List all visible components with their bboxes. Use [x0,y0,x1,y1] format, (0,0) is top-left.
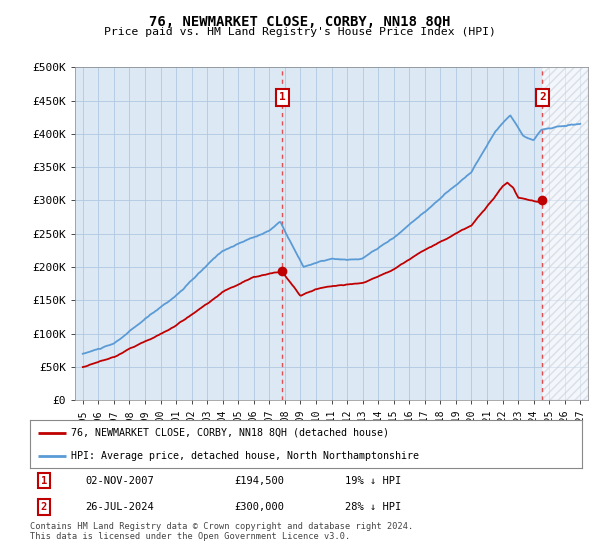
Text: Contains HM Land Registry data © Crown copyright and database right 2024.
This d: Contains HM Land Registry data © Crown c… [30,522,413,542]
Text: 1: 1 [279,92,286,102]
Text: 2: 2 [41,502,47,512]
Text: 2: 2 [539,92,545,102]
Text: 02-NOV-2007: 02-NOV-2007 [85,475,154,486]
Text: 1: 1 [41,475,47,486]
Text: 28% ↓ HPI: 28% ↓ HPI [344,502,401,512]
Text: Price paid vs. HM Land Registry's House Price Index (HPI): Price paid vs. HM Land Registry's House … [104,27,496,37]
Text: £194,500: £194,500 [234,475,284,486]
Text: HPI: Average price, detached house, North Northamptonshire: HPI: Average price, detached house, Nort… [71,451,419,461]
Text: 19% ↓ HPI: 19% ↓ HPI [344,475,401,486]
Text: 76, NEWMARKET CLOSE, CORBY, NN18 8QH (detached house): 76, NEWMARKET CLOSE, CORBY, NN18 8QH (de… [71,428,389,438]
Text: £300,000: £300,000 [234,502,284,512]
Text: 76, NEWMARKET CLOSE, CORBY, NN18 8QH: 76, NEWMARKET CLOSE, CORBY, NN18 8QH [149,15,451,29]
Text: 26-JUL-2024: 26-JUL-2024 [85,502,154,512]
